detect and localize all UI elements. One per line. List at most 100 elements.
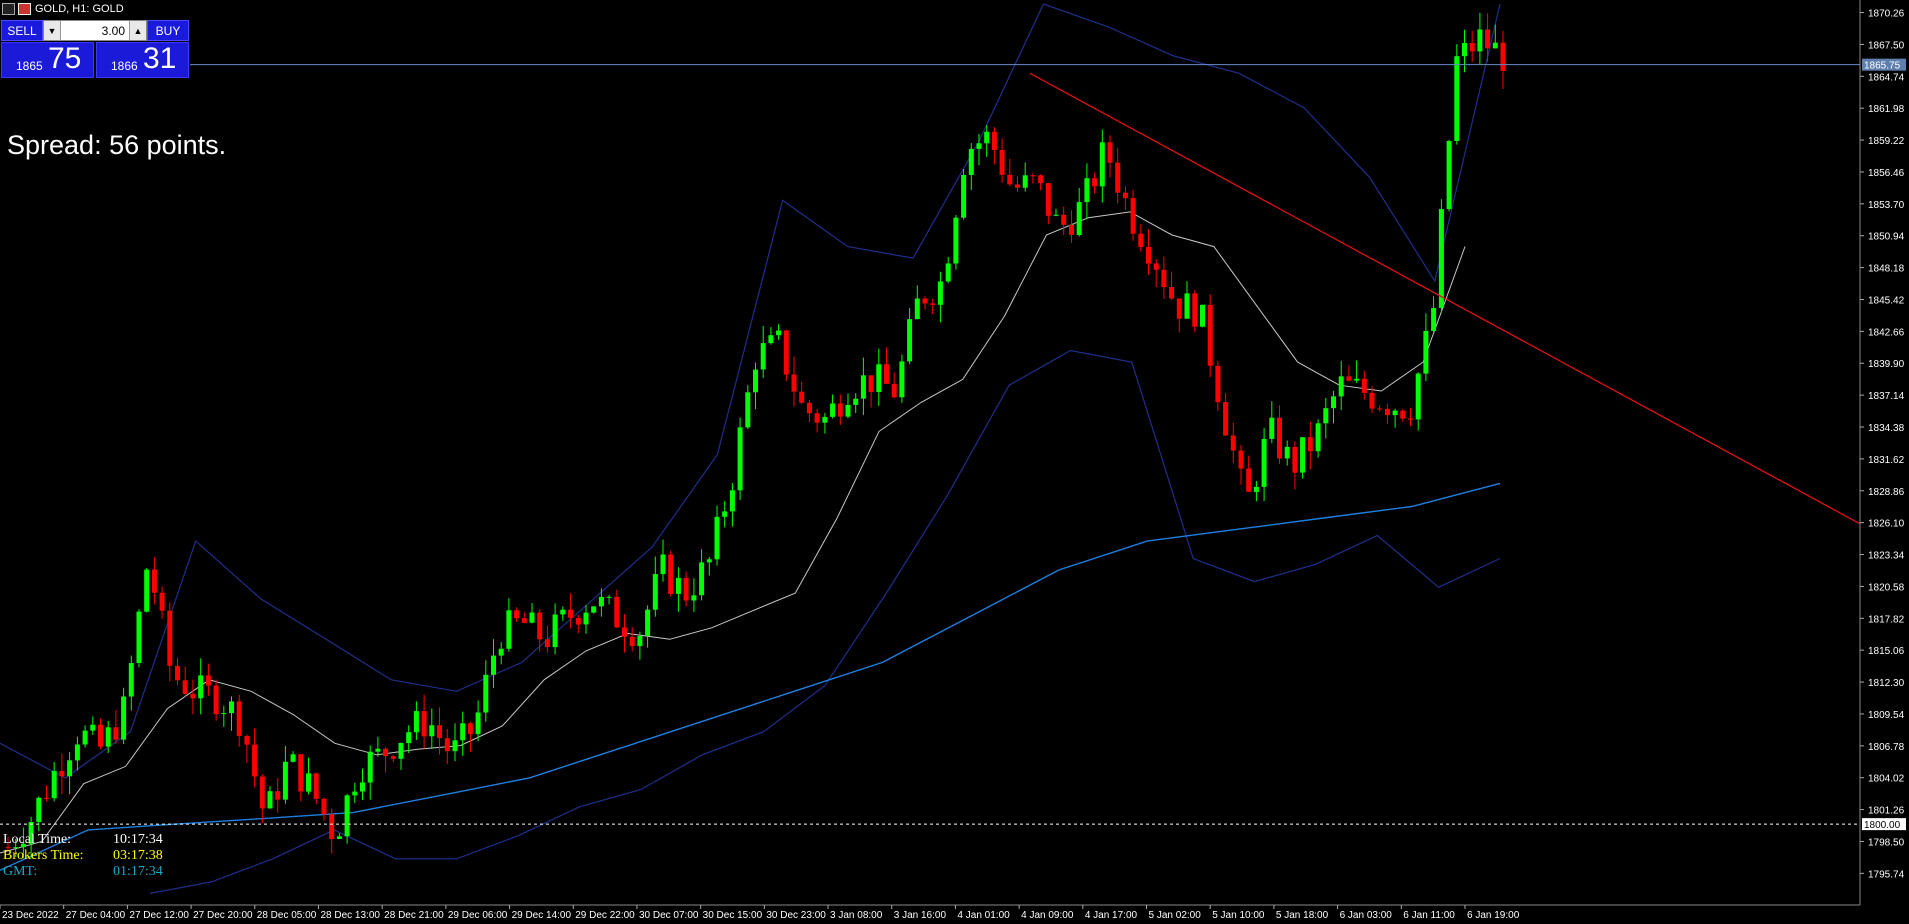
price-tick-label: 1812.30 xyxy=(1868,678,1905,689)
time-tick-label: 6 Jan 19:00 xyxy=(1467,910,1520,921)
candle-body xyxy=(868,375,874,392)
candle-body xyxy=(1176,298,1182,319)
candle-body xyxy=(991,131,997,150)
candle-body xyxy=(614,596,620,628)
candle-body xyxy=(1346,376,1352,381)
sell-button[interactable]: SELL xyxy=(1,20,43,41)
candle-body xyxy=(213,685,219,715)
candle-body xyxy=(961,175,967,218)
lot-size-input[interactable] xyxy=(61,22,129,39)
candle-body xyxy=(28,822,34,844)
candle-body xyxy=(1207,304,1213,366)
spread-label: Spread: 56 points. xyxy=(7,130,227,160)
candle-body xyxy=(1107,142,1113,163)
candle-body xyxy=(953,217,959,264)
sell-price-main: 1865 xyxy=(16,59,43,73)
candle-body xyxy=(1115,162,1121,193)
candle-body xyxy=(1015,184,1020,188)
candle-body xyxy=(1315,423,1321,452)
candle-body xyxy=(282,761,288,800)
candle-body xyxy=(1138,233,1144,248)
candle-body xyxy=(1307,437,1313,452)
candle-body xyxy=(452,740,458,752)
lot-decrease-icon[interactable]: ▼ xyxy=(44,21,61,40)
candle-body xyxy=(1469,43,1475,52)
candle-body xyxy=(336,836,342,839)
candle-body xyxy=(128,663,134,697)
time-tick-label: 27 Dec 12:00 xyxy=(129,910,189,921)
candle-body xyxy=(691,595,697,601)
candle-body xyxy=(884,364,889,384)
price-tick-label: 1823.34 xyxy=(1868,551,1905,562)
candle-body xyxy=(899,361,905,398)
candle-body xyxy=(1331,396,1336,409)
candle-body xyxy=(907,319,913,362)
price-tick-label: 1848.18 xyxy=(1868,264,1905,275)
candle-body xyxy=(575,617,581,625)
time-tick-label: 28 Dec 13:00 xyxy=(320,910,380,921)
lot-increase-icon[interactable]: ▲ xyxy=(129,21,146,40)
candle-body xyxy=(714,516,720,560)
sell-price-box[interactable]: 1865 75 xyxy=(1,42,94,78)
price-tick-label: 1804.02 xyxy=(1868,774,1905,785)
candle-body xyxy=(544,639,550,647)
candle-body xyxy=(1099,142,1105,187)
time-tick-label: 28 Dec 05:00 xyxy=(257,910,317,921)
candle-body xyxy=(652,574,658,610)
candle-body xyxy=(175,665,180,681)
candle-body xyxy=(984,131,990,144)
time-tick-label: 30 Dec 15:00 xyxy=(703,910,763,921)
candle-body xyxy=(791,374,797,392)
candle-body xyxy=(1454,56,1460,142)
trendline[interactable] xyxy=(1029,72,1861,525)
candle-body xyxy=(321,798,327,815)
candle-body xyxy=(814,413,820,423)
chart-title: GOLD, H1: GOLD xyxy=(35,3,124,15)
candle-body xyxy=(737,427,743,491)
price-tick-label: 1798.50 xyxy=(1868,837,1905,848)
time-tick-label: 29 Dec 22:00 xyxy=(575,910,635,921)
candle-body xyxy=(1122,192,1128,199)
candle-body xyxy=(729,490,735,512)
candle-body xyxy=(5,847,11,849)
price-tick-label: 1870.26 xyxy=(1868,9,1905,20)
candle-body xyxy=(583,612,589,625)
price-tick-label: 1831.62 xyxy=(1868,455,1905,466)
candle-body xyxy=(375,748,381,752)
candle-body xyxy=(1392,410,1398,416)
candle-body xyxy=(514,610,520,619)
price-tick-label: 1845.42 xyxy=(1868,295,1905,306)
candle-body xyxy=(799,391,805,403)
price-tick-label: 1809.54 xyxy=(1868,710,1905,721)
candle-body xyxy=(706,559,712,563)
candle-body xyxy=(1161,269,1167,288)
candle-body xyxy=(98,724,103,747)
candle-body xyxy=(1323,408,1329,424)
time-axis: 23 Dec 2022 27 Dec 04:00 27 Dec 12:00 27 De… xyxy=(0,905,1520,921)
candle-body xyxy=(329,814,335,839)
candle-body xyxy=(629,636,635,647)
price-tick-label: 1828.86 xyxy=(1868,487,1905,498)
candle-body xyxy=(645,609,651,636)
candle-body xyxy=(136,611,142,663)
candle-body xyxy=(1423,330,1429,374)
price-tick-label: 1864.74 xyxy=(1868,72,1905,83)
buy-button[interactable]: BUY xyxy=(147,20,189,41)
gmt-time-value: 01:17:34 xyxy=(113,864,163,879)
band-lower-line xyxy=(149,349,1501,894)
candle-body xyxy=(1500,42,1506,71)
candles xyxy=(5,12,1506,859)
candle-body xyxy=(930,303,936,305)
buy-price-box[interactable]: 1866 31 xyxy=(96,42,189,78)
candle-body xyxy=(36,797,42,822)
candle-body xyxy=(1130,198,1136,234)
candle-body xyxy=(1223,402,1229,436)
time-tick-label: 29 Dec 06:00 xyxy=(448,910,508,921)
candle-body xyxy=(1146,247,1151,264)
candle-body xyxy=(1076,202,1082,235)
candle-body xyxy=(1253,486,1259,492)
candle-body xyxy=(74,744,80,761)
candle-body xyxy=(1377,408,1383,410)
candle-body xyxy=(1438,209,1444,308)
